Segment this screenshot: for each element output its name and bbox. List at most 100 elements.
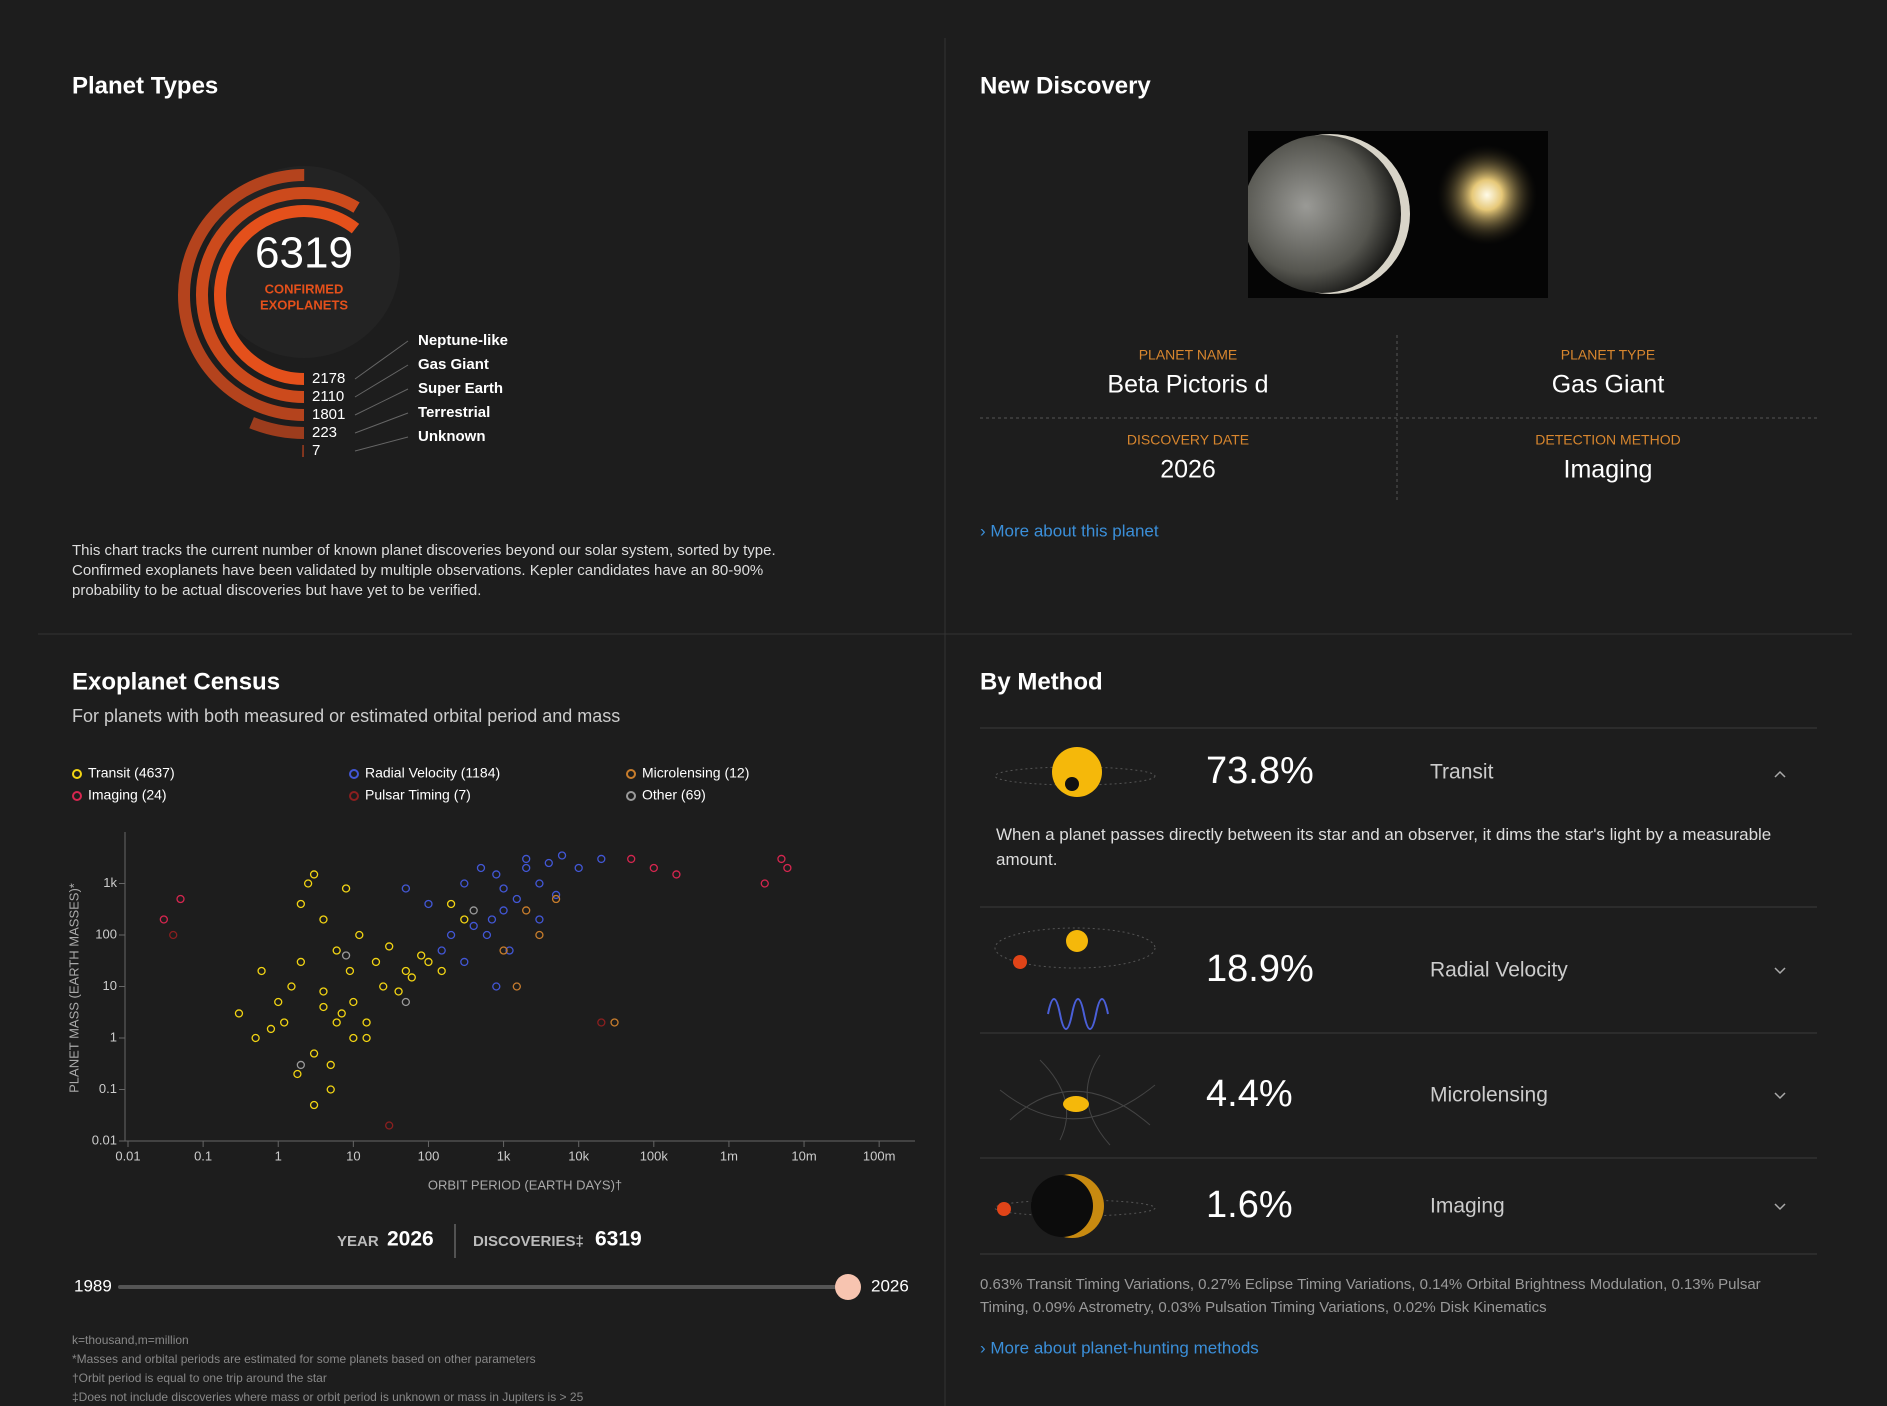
data-point <box>476 863 486 873</box>
data-point <box>499 884 508 893</box>
data-point <box>535 915 544 924</box>
legend-marker <box>72 769 82 779</box>
data-point <box>326 1060 335 1070</box>
star <box>997 1202 1011 1216</box>
footnote: †Orbit period is equal to one trip aroun… <box>72 1371 327 1385</box>
legend-label: Imaging (24) <box>88 787 167 803</box>
planet-image <box>1248 131 1548 298</box>
expand-toggle[interactable] <box>1774 1092 1786 1100</box>
data-point <box>296 1060 305 1070</box>
total-count: 6319 <box>255 229 353 278</box>
y-axis-label: PLANET MASS (EARTH MASSES)* <box>66 883 81 1093</box>
microlensing-icon <box>999 1054 1156 1146</box>
leader-line <box>354 436 409 452</box>
field-label: PLANET TYPE <box>1561 347 1655 363</box>
data-point <box>319 1002 328 1012</box>
data-point <box>460 915 469 924</box>
method-name[interactable]: Radial Velocity <box>1430 959 1568 982</box>
legend-marker <box>349 791 359 801</box>
data-point <box>332 946 341 955</box>
x-tick-label: 1k <box>497 1148 511 1163</box>
legend-label: Pulsar Timing (7) <box>365 787 471 803</box>
data-point <box>597 1018 606 1027</box>
data-point <box>437 946 446 955</box>
leader-line <box>354 364 409 398</box>
data-point <box>460 957 469 967</box>
data-point <box>362 1018 371 1027</box>
expand-toggle[interactable] <box>1774 967 1786 975</box>
data-point <box>379 982 388 991</box>
data-point <box>341 884 351 893</box>
legend-marker <box>626 769 636 779</box>
slider-max: 2026 <box>871 1276 909 1295</box>
data-point <box>251 1033 260 1043</box>
x-tick-label: 10 <box>346 1148 360 1163</box>
expand-toggle[interactable] <box>1774 1203 1786 1211</box>
legend-label: Radial Velocity (1184) <box>365 765 500 781</box>
method-percent: 1.6% <box>1206 1184 1293 1226</box>
y-tick-label: 100 <box>95 926 117 941</box>
total-label: CONFIRMED <box>265 281 344 296</box>
data-point <box>266 1024 276 1034</box>
data-point <box>522 854 531 864</box>
data-point <box>446 899 456 909</box>
value-label: 1801 <box>312 406 345 423</box>
field-label: DISCOVERY DATE <box>1127 432 1249 448</box>
data-point <box>309 1049 319 1058</box>
x-tick-label: 100k <box>640 1148 669 1163</box>
curve <box>1086 1054 1111 1146</box>
x-tick-label: 10k <box>568 1148 589 1163</box>
link[interactable]: › More about this planet <box>980 521 1159 540</box>
collapse-toggle[interactable] <box>1774 770 1786 778</box>
category-label: Gas Giant <box>418 356 489 373</box>
field-label: DETECTION METHOD <box>1535 432 1680 448</box>
method-name[interactable]: Transit <box>1430 761 1494 784</box>
field-value: Beta Pictoris d <box>1107 371 1268 399</box>
method-name[interactable]: Microlensing <box>1430 1084 1548 1107</box>
x-tick-label: 100 <box>418 1148 440 1163</box>
data-point <box>385 942 394 951</box>
scatter-chart: 0.01 0.1 1 10 100 1k 10k 100k 1m 10m 100m 0.01 0.1 1 1… <box>72 765 915 1163</box>
slider-knob[interactable] <box>835 1274 861 1300</box>
section-title: By Method <box>980 668 1103 695</box>
y-tick-label: 10 <box>103 978 117 993</box>
field-value: Gas Giant <box>1552 371 1665 399</box>
curve <box>999 1084 1156 1120</box>
data-point <box>280 1018 289 1027</box>
transit-icon <box>994 747 1156 797</box>
y-tick-label: 0.1 <box>99 1081 117 1096</box>
category-label: Terrestrial <box>418 404 490 421</box>
data-point <box>482 930 492 940</box>
data-point <box>492 982 501 991</box>
data-point <box>303 879 313 888</box>
data-point <box>777 854 786 864</box>
data-point <box>446 930 456 940</box>
data-point <box>627 854 636 864</box>
data-point <box>345 966 355 976</box>
data-point <box>437 966 446 976</box>
data-point <box>424 899 433 909</box>
data-point <box>610 1018 619 1027</box>
legend-marker <box>349 769 359 779</box>
data-point <box>512 894 521 904</box>
field-value: 2026 <box>1160 456 1216 484</box>
slider-min: 1989 <box>74 1276 112 1295</box>
link[interactable]: › More about planet-hunting methods <box>980 1338 1259 1357</box>
method-percent: 4.4% <box>1206 1073 1293 1115</box>
data-point <box>401 884 411 893</box>
data-point <box>597 854 606 864</box>
footnote: k=thousand,m=million <box>72 1333 189 1347</box>
planet <box>1248 135 1401 293</box>
data-point <box>487 915 497 924</box>
method-percent: 18.9% <box>1206 948 1314 990</box>
data-point <box>332 1018 341 1027</box>
method-name[interactable]: Imaging <box>1430 1195 1505 1218</box>
data-point <box>394 987 403 996</box>
star <box>1052 747 1102 797</box>
y-tick-label: 1 <box>110 1029 117 1044</box>
footnote: ‡Does not include discoveries where mass… <box>72 1390 584 1404</box>
category-label: Unknown <box>418 428 486 445</box>
data-point <box>512 982 521 991</box>
description: This chart tracks the current number of … <box>72 542 776 599</box>
data-point <box>551 894 561 904</box>
